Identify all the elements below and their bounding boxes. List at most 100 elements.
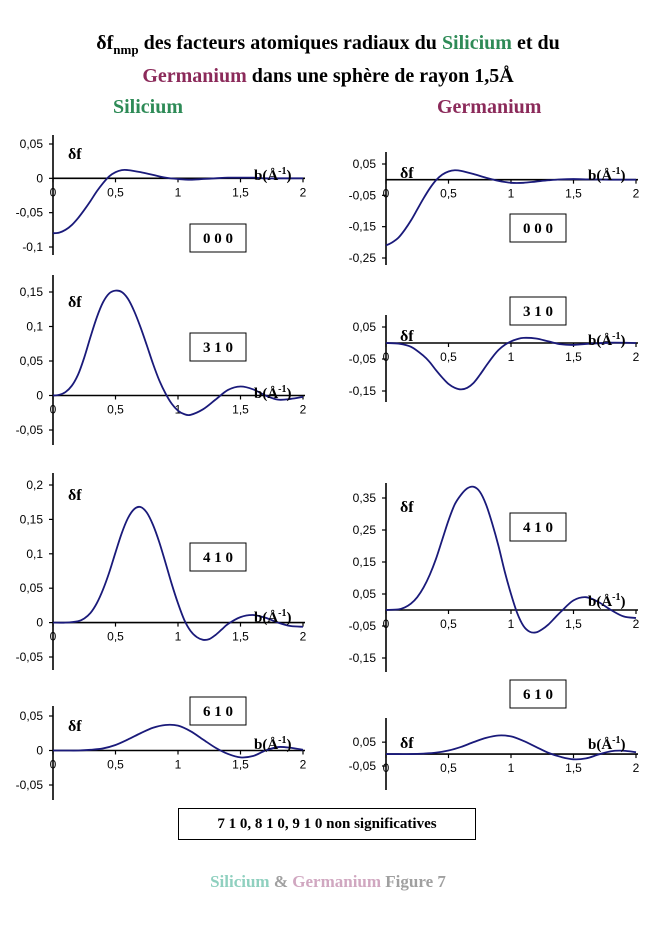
y-tick-label: 0,15	[20, 512, 44, 526]
x-tick-label: 0	[50, 630, 57, 644]
x-tick-label: 1	[508, 761, 515, 775]
y-tick-label: 0,05	[353, 320, 377, 334]
y-tick-label: -0,05	[16, 206, 44, 220]
reflection-label: 6 1 0	[523, 687, 553, 703]
data-curve	[385, 336, 637, 391]
title-silicium: Silicium	[441, 32, 512, 54]
y-tick-label: 0,05	[20, 709, 44, 723]
y-tick-label: -0,05	[16, 778, 44, 792]
x-tick-label: 0	[50, 758, 57, 772]
reflection-box	[189, 223, 247, 253]
y-tick-label: 0,1	[26, 320, 43, 334]
reflection-box	[189, 696, 247, 726]
y-axis-label: δf	[68, 718, 82, 735]
column-title-germanium: Germanium	[437, 96, 542, 118]
chart-panel-germanium-000: 0,05 -0,05 -0,15 -0,25 0 0,5 1 1,5 2 δf b(Å-1) 0 0 …	[349, 152, 640, 265]
data-curve	[52, 289, 304, 417]
x-tick-label: 0,5	[440, 350, 457, 364]
x-tick-label: 1,5	[232, 185, 249, 199]
reflection-box	[509, 213, 567, 243]
x-axis-label: b(Å-1)	[254, 384, 292, 402]
reflection-label: 6 1 0	[203, 704, 233, 720]
x-axis-label: b(Å-1)	[588, 735, 626, 753]
x-tick-label: 1,5	[565, 761, 582, 775]
y-tick-label: 0,05	[353, 735, 377, 749]
x-tick-label: 0	[50, 403, 57, 417]
y-tick-label: -0,15	[349, 384, 377, 398]
y-axis-label: δf	[68, 294, 82, 311]
x-tick-label: 2	[633, 617, 640, 631]
y-axis-label: δf	[68, 146, 82, 163]
reflection-box	[189, 542, 247, 572]
x-tick-label: 1	[508, 187, 515, 201]
reflection-box	[189, 332, 247, 362]
reflection-label: 3 1 0	[203, 340, 233, 356]
y-tick-label: 0,25	[353, 523, 377, 537]
reflection-label: 4 1 0	[523, 520, 553, 536]
y-axis-label: δf	[400, 328, 414, 345]
x-axis-label: b(Å-1)	[254, 735, 292, 753]
x-tick-label: 0	[383, 350, 390, 364]
y-tick-label: -0,05	[349, 352, 377, 366]
x-tick-label: 1,5	[565, 617, 582, 631]
x-tick-label: 2	[633, 187, 640, 201]
chart-panel-germanium-310: 0,05 -0,05 -0,15 0 0,5 1 1,5 2 δf b(Å-1) 3 1 0	[349, 296, 640, 402]
y-tick-label: -0,05	[16, 650, 44, 664]
y-tick-label: -0,05	[16, 423, 44, 437]
y-tick-label: 0	[36, 616, 43, 630]
chart-panel-germanium-410: 0,35 0,25 0,15 0,05 -0,05 -0,15 0 0,5 1 1,5 2 δf b(Å…	[349, 483, 640, 672]
figure-title: δfnmp des facteurs atomiques radiaux du …	[96, 32, 560, 87]
y-tick-label: 0,05	[353, 587, 377, 601]
x-tick-label: 1	[175, 758, 182, 772]
column-title-silicium: Silicium	[113, 96, 184, 118]
x-tick-label: 0	[383, 761, 390, 775]
y-tick-label: 0,35	[353, 491, 377, 505]
x-tick-label: 2	[300, 758, 307, 772]
title-germanium: Germanium	[142, 65, 247, 87]
x-tick-label: 1	[175, 185, 182, 199]
x-axis-label: b(Å-1)	[588, 592, 626, 610]
y-tick-label: 0,05	[353, 157, 377, 171]
y-axis-label: δf	[400, 735, 414, 752]
x-tick-label: 2	[300, 403, 307, 417]
x-tick-label: 1	[508, 617, 515, 631]
data-curve	[386, 734, 637, 761]
y-tick-label: 0,2	[26, 478, 43, 492]
x-tick-label: 1,5	[232, 403, 249, 417]
x-tick-label: 2	[300, 185, 307, 199]
x-axis-label: b(Å-1)	[588, 331, 626, 349]
x-tick-label: 2	[633, 761, 640, 775]
x-axis-label: b(Å-1)	[588, 166, 626, 184]
reflection-label: 3 1 0	[523, 304, 553, 320]
reflection-box	[509, 512, 567, 542]
y-tick-label: -0,05	[349, 759, 377, 773]
x-tick-label: 0	[50, 185, 57, 199]
x-tick-label: 1,5	[232, 758, 249, 772]
y-tick-label: 0,15	[20, 285, 44, 299]
x-tick-label: 1,5	[565, 350, 582, 364]
x-tick-label: 0	[383, 187, 390, 201]
chart-panel-silicium-000: 0,05 0 -0,05 -0,1 0 0,5 1 1,5 2 δf b(Å-1) 0 0 0	[16, 135, 307, 255]
reflection-label: 4 1 0	[203, 550, 233, 566]
y-tick-label: -0,15	[349, 220, 377, 234]
x-tick-label: 0	[383, 617, 390, 631]
y-tick-label: -0,25	[349, 251, 377, 265]
y-tick-label: 0	[36, 389, 43, 403]
y-tick-label: 0	[36, 744, 43, 758]
y-tick-label: 0,1	[26, 547, 43, 561]
x-tick-label: 0,5	[440, 187, 457, 201]
x-axis-label: b(Å-1)	[254, 608, 292, 626]
x-tick-label: 2	[300, 630, 307, 644]
y-axis-label: δf	[68, 487, 82, 504]
reflection-box	[509, 296, 567, 326]
y-tick-label: -0,15	[349, 651, 377, 665]
figure-caption: Silicium & Germanium Figure 7	[210, 872, 446, 891]
data-curve	[52, 505, 304, 641]
chart-panel-silicium-410: 0,2 0,15 0,1 0,05 0 -0,05 0 0,5 1 1,5 2 δf b(Å-1) 4 1…	[16, 473, 307, 670]
x-tick-label: 2	[633, 350, 640, 364]
chart-panel-silicium-610: 0,05 0 -0,05 0 0,5 1 1,5 2 δf b(Å-1) 6 1 0	[16, 696, 307, 800]
y-tick-label: 0	[36, 171, 43, 185]
data-curve	[385, 485, 637, 634]
x-tick-label: 0,5	[107, 403, 124, 417]
